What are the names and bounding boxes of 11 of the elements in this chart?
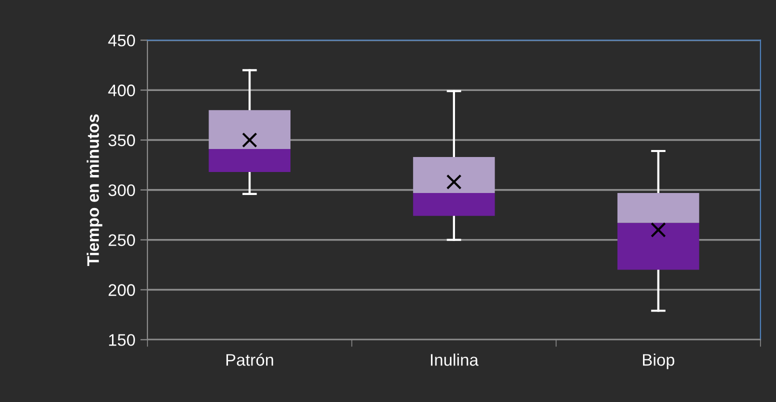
y-tick-label: 350 [108, 134, 135, 146]
x-tick-label: Patrón [226, 353, 274, 366]
y-tick-label: 250 [108, 234, 135, 246]
x-tick-label: Biop [642, 354, 674, 370]
y-tick-label: 450 [108, 34, 135, 46]
y-tick-label: 150 [109, 334, 135, 346]
y-tick-label: 400 [108, 84, 135, 96]
y-tick-label: 300 [108, 184, 135, 196]
y-tick-label: 200 [108, 284, 135, 296]
x-tick-label: Inulina [430, 354, 479, 366]
y-axis-title: Tiempo en minutos [86, 114, 102, 266]
